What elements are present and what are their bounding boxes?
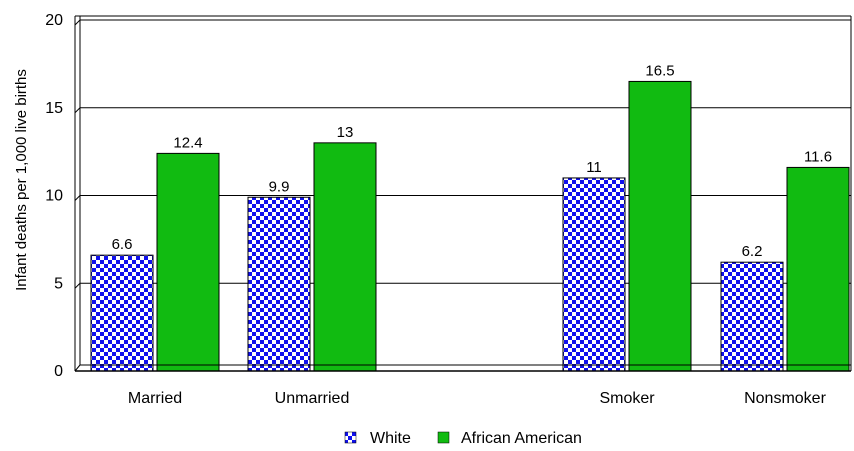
bars [90,80,850,372]
bar-african-american-nonsmoker [786,166,850,372]
bar-african-american-married [156,152,220,372]
legend-swatch-african-american [437,431,450,444]
category-label: Unmarried [275,390,350,407]
data-label: 12.4 [173,134,202,151]
gridline-depth [74,195,81,201]
bar-african-american-smoker [628,80,692,372]
data-labels: 6.6 12.4 9.9 13 11 16.5 6.2 11.6 [112,62,832,260]
category-label: Smoker [599,390,655,407]
bar-white-smoker [562,177,626,372]
legend-label-white: White [370,430,411,447]
legend-swatch-white [344,431,357,444]
bar-white-unmarried [247,196,311,372]
bar-white-nonsmoker [720,261,784,372]
y-axis-title: Infant deaths per 1,000 live births [13,69,30,291]
data-label: 9.9 [269,178,290,195]
legend-label-african-american: African American [461,430,582,447]
gridline-depth [74,282,81,289]
y-tick-label: 20 [45,12,63,29]
data-label: 13 [337,124,354,141]
bar-african-american-unmarried [313,142,377,372]
data-label: 11.6 [804,148,832,165]
bar-white-married [90,254,154,372]
y-tick-label: 15 [45,100,63,117]
y-tick-label: 5 [54,275,63,292]
gridline-depth [74,107,81,114]
legend: White African American [344,430,582,447]
y-tick-label: 10 [45,188,63,205]
category-labels: Married Unmarried Smoker Nonsmoker [128,390,827,407]
y-tick-label: 0 [54,363,63,380]
category-label: Married [128,390,182,407]
data-label: 11 [586,159,602,176]
data-label: 6.6 [112,236,133,253]
y-axis-ticks: 0 5 10 15 20 [45,12,63,380]
data-label: 16.5 [645,62,674,79]
data-label: 6.2 [742,243,763,260]
category-label: Nonsmoker [744,390,826,407]
gridline-depth [74,19,81,26]
plot-frame [74,15,852,372]
